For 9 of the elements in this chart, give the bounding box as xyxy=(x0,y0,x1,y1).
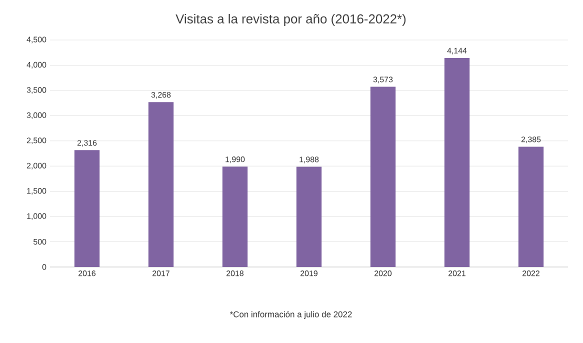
bar xyxy=(370,86,396,267)
chart-title: Visitas a la revista por año (2016-2022*) xyxy=(176,14,406,26)
bar xyxy=(296,166,322,267)
bar xyxy=(222,166,248,267)
bar xyxy=(518,146,544,267)
bar xyxy=(148,102,174,267)
bar xyxy=(444,58,470,267)
bar xyxy=(74,150,100,267)
text: *Con información a julio de 2022 xyxy=(230,311,352,319)
